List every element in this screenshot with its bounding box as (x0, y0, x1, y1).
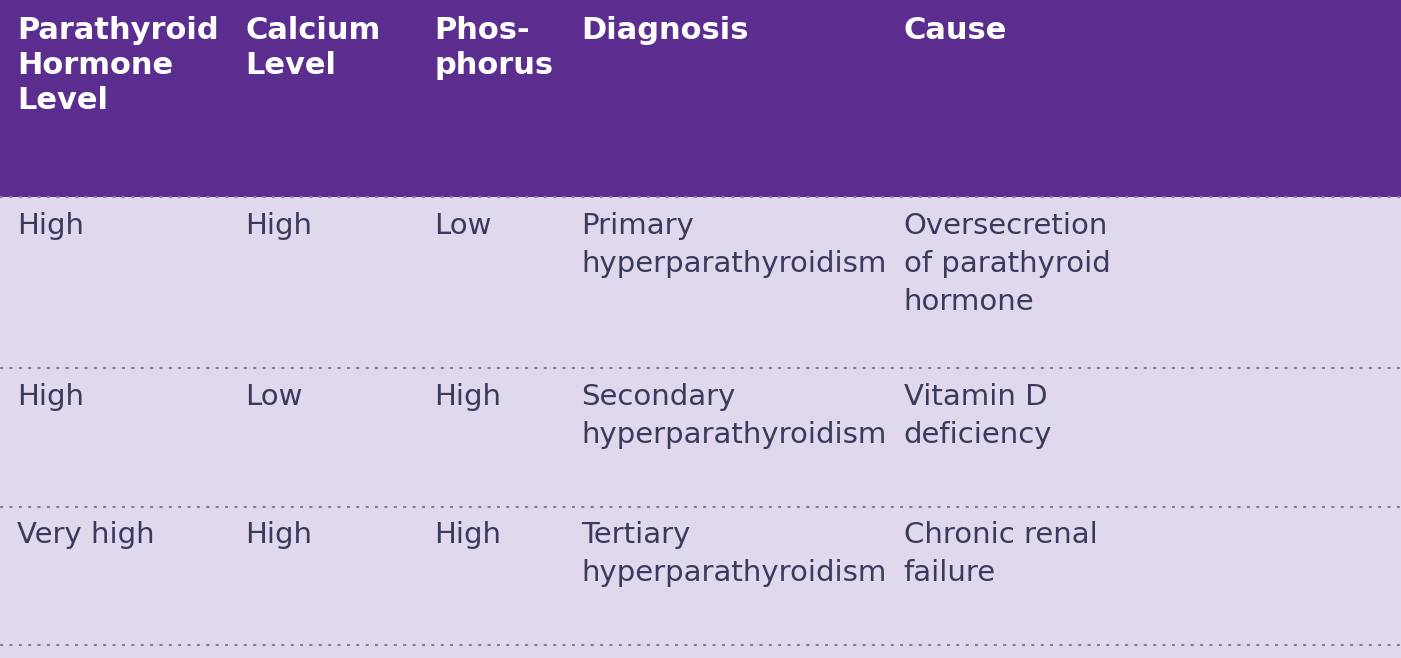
Text: Phos-
phorus: Phos- phorus (434, 16, 553, 80)
FancyBboxPatch shape (0, 0, 1401, 197)
FancyBboxPatch shape (0, 197, 1401, 658)
Text: Cause: Cause (904, 16, 1007, 45)
Text: High: High (245, 521, 312, 549)
Text: High: High (434, 383, 502, 411)
Text: Calcium
Level: Calcium Level (245, 16, 381, 80)
Text: Secondary
hyperparathyroidism: Secondary hyperparathyroidism (581, 383, 887, 449)
Text: Low: Low (434, 212, 492, 240)
Text: High: High (17, 383, 84, 411)
Text: Very high: Very high (17, 521, 154, 549)
Text: Oversecretion
of parathyroid
hormone: Oversecretion of parathyroid hormone (904, 212, 1111, 316)
Text: Low: Low (245, 383, 303, 411)
Text: High: High (17, 212, 84, 240)
Text: Vitamin D
deficiency: Vitamin D deficiency (904, 383, 1052, 449)
Text: High: High (245, 212, 312, 240)
Text: High: High (434, 521, 502, 549)
Text: Diagnosis: Diagnosis (581, 16, 750, 45)
Text: Chronic renal
failure: Chronic renal failure (904, 521, 1097, 587)
Text: Parathyroid
Hormone
Level: Parathyroid Hormone Level (17, 16, 219, 115)
Text: Primary
hyperparathyroidism: Primary hyperparathyroidism (581, 212, 887, 278)
Text: Tertiary
hyperparathyroidism: Tertiary hyperparathyroidism (581, 521, 887, 587)
